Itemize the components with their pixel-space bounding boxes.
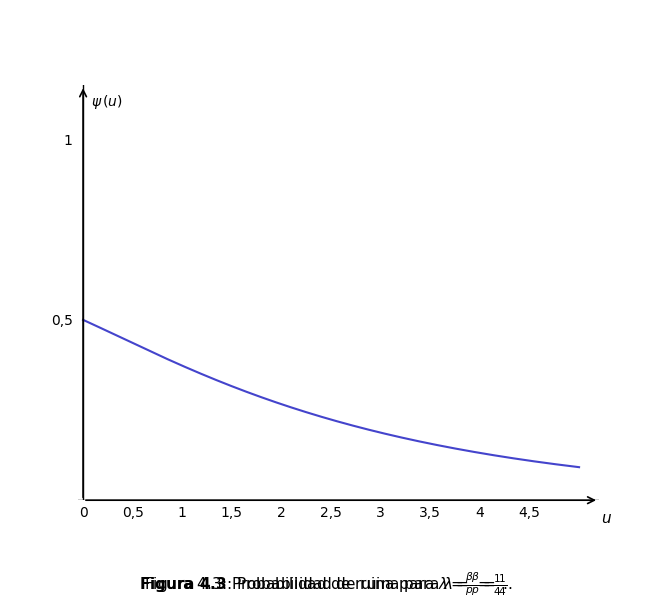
Text: $\bf{Figura\ 4.3}$: Probabilidad de ruina para $\lambda = \frac{\beta}{p} = \fra: $\bf{Figura\ 4.3}$: Probabilidad de ruin… [139, 570, 512, 598]
Text: Figura 4.3: Probabilidad de ruina para $\lambda = \frac{\beta}{p} = \frac{1}{4}$: Figura 4.3: Probabilidad de ruina para $… [144, 570, 507, 598]
Text: u: u [601, 511, 611, 526]
Text: $\psi\,(u)$: $\psi\,(u)$ [91, 93, 123, 110]
